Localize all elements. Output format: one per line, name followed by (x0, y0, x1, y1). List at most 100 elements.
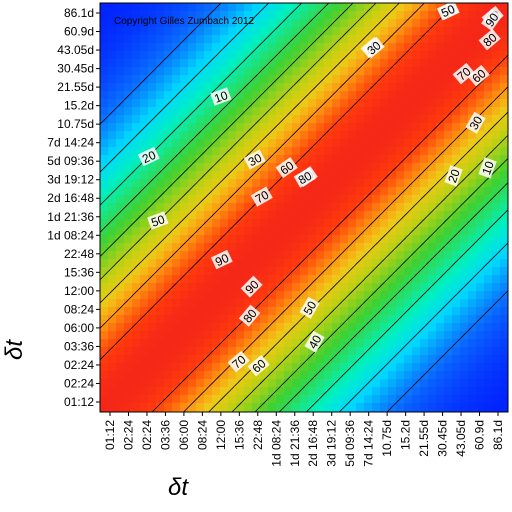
heatmap-cell (460, 11, 469, 20)
svg-text:10: 10 (479, 159, 497, 177)
heatmap-cell (212, 75, 221, 84)
heatmap-cell (220, 283, 229, 292)
heatmap-cell (308, 51, 317, 60)
heatmap-cell (404, 67, 413, 76)
heatmap-cell (172, 147, 181, 156)
heatmap-cell (292, 371, 301, 380)
heatmap-cell (404, 211, 413, 220)
heatmap-cell (380, 59, 389, 68)
heatmap-cell (492, 147, 501, 156)
heatmap-cell (164, 91, 173, 100)
heatmap-cell (444, 147, 453, 156)
heatmap-cell (308, 107, 317, 116)
heatmap-cell (236, 171, 245, 180)
heatmap-cell (348, 259, 357, 268)
heatmap-cell (332, 67, 341, 76)
heatmap-cell (500, 283, 508, 292)
heatmap-cell (460, 251, 469, 260)
heatmap-cell (436, 155, 445, 164)
heatmap-cell (484, 107, 493, 116)
heatmap-cell (372, 339, 381, 348)
heatmap-cell (164, 11, 173, 20)
heatmap-cell (268, 147, 277, 156)
heatmap-cell (332, 163, 341, 172)
heatmap-cell (268, 51, 277, 60)
heatmap-cell (316, 259, 325, 268)
heatmap-cell (420, 163, 429, 172)
heatmap-cell (140, 131, 149, 140)
heatmap-cell (124, 315, 133, 324)
heatmap-cell (492, 67, 501, 76)
heatmap-cell (316, 299, 325, 308)
heatmap-cell (196, 379, 205, 388)
heatmap-cell (284, 171, 293, 180)
heatmap-cell (300, 355, 309, 364)
heatmap-cell (100, 99, 109, 108)
y-tick-label: 3d 19:12 (47, 173, 94, 187)
heatmap-cell (364, 219, 373, 228)
heatmap-cell (100, 115, 109, 124)
heatmap-cell (436, 195, 445, 204)
heatmap-cell (332, 259, 341, 268)
heatmap-cell (452, 51, 461, 60)
heatmap-cell (460, 379, 469, 388)
heatmap-cell (172, 219, 181, 228)
heatmap-cell (476, 3, 485, 12)
heatmap-cell (420, 51, 429, 60)
heatmap-cell (148, 275, 157, 284)
heatmap-cell (348, 235, 357, 244)
heatmap-cell (492, 347, 501, 356)
heatmap-cell (412, 3, 421, 12)
heatmap-cell (396, 331, 405, 340)
heatmap-cell (388, 107, 397, 116)
heatmap-cell (340, 323, 349, 332)
heatmap-cell (172, 195, 181, 204)
heatmap-cell (292, 155, 301, 164)
heatmap-cell (204, 83, 213, 92)
heatmap-cell (132, 291, 141, 300)
heatmap-cell (268, 395, 277, 404)
heatmap-cell (180, 219, 189, 228)
heatmap-cell (340, 235, 349, 244)
heatmap-cell (404, 35, 413, 44)
heatmap-cell (284, 107, 293, 116)
heatmap-cell (356, 83, 365, 92)
heatmap-cell (340, 59, 349, 68)
heatmap-cell (276, 19, 285, 28)
heatmap-cell (180, 107, 189, 116)
heatmap-cell (148, 331, 157, 340)
heatmap-cell (316, 307, 325, 316)
heatmap-cell (276, 243, 285, 252)
heatmap-cell (396, 267, 405, 276)
heatmap-cell (356, 139, 365, 148)
heatmap-cell (388, 243, 397, 252)
heatmap-cell (228, 107, 237, 116)
heatmap-cell (292, 283, 301, 292)
heatmap-cell (236, 59, 245, 68)
heatmap-cell (460, 339, 469, 348)
heatmap-cell (332, 99, 341, 108)
heatmap-cell (388, 187, 397, 196)
heatmap-cell (324, 131, 333, 140)
heatmap-cell (252, 179, 261, 188)
heatmap-cell (276, 363, 285, 372)
heatmap-cell (436, 291, 445, 300)
heatmap-cell (196, 43, 205, 52)
heatmap-cell (364, 243, 373, 252)
heatmap-cell (292, 355, 301, 364)
heatmap-cell (196, 315, 205, 324)
heatmap-cell (308, 27, 317, 36)
y-tick-label: 06:00 (64, 321, 94, 335)
heatmap-cell (492, 99, 501, 108)
heatmap-cell (444, 59, 453, 68)
heatmap-cell (236, 267, 245, 276)
heatmap-cell (340, 115, 349, 124)
heatmap-cell (276, 395, 285, 404)
heatmap-cell (132, 51, 141, 60)
heatmap-cell (284, 3, 293, 12)
heatmap-cell (260, 387, 269, 396)
heatmap-cell (180, 11, 189, 20)
heatmap-cell (460, 91, 469, 100)
contour-label: 70 (227, 350, 250, 373)
heatmap-cell (108, 139, 117, 148)
